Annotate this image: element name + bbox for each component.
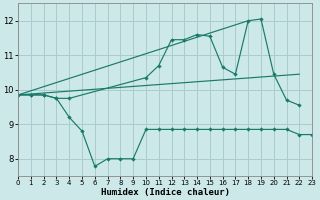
X-axis label: Humidex (Indice chaleur): Humidex (Indice chaleur): [100, 188, 230, 197]
